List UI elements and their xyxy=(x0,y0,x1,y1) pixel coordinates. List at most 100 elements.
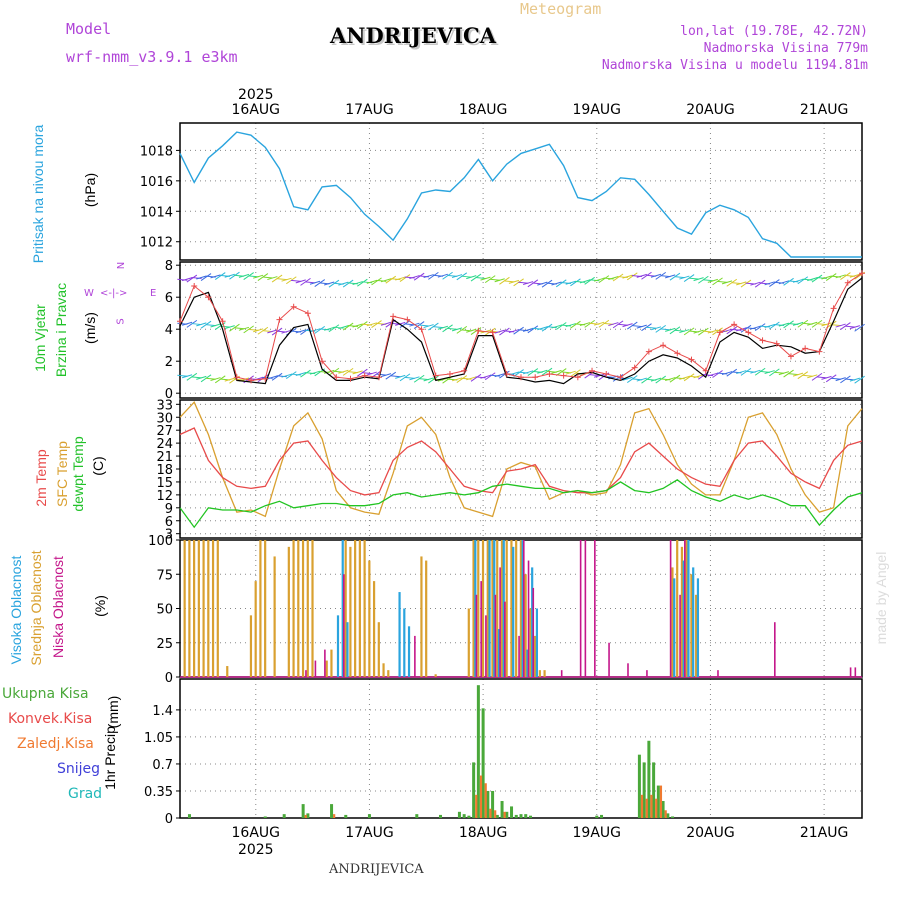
wind-arrow xyxy=(646,326,657,329)
wind-arrow xyxy=(295,329,306,334)
mid-cloud-bar xyxy=(690,574,693,677)
mid-cloud-bar xyxy=(510,540,513,677)
total-precip-bar xyxy=(656,785,660,818)
wind-arrow xyxy=(849,325,861,330)
mid-cloud-bar xyxy=(481,540,485,677)
meteogram-title: Meteogram xyxy=(520,0,602,18)
mid-cloud-bar xyxy=(363,540,366,677)
bottom-date-label: 20AUG xyxy=(686,825,735,841)
gust-marker xyxy=(745,329,752,336)
gust-marker xyxy=(461,367,468,374)
wind-arrow xyxy=(342,279,354,288)
wind-arrow xyxy=(570,278,581,287)
conv-precip-bar xyxy=(484,783,487,818)
wind-arrow xyxy=(522,327,534,332)
wind-arrow xyxy=(290,279,302,282)
panel-frame xyxy=(179,122,863,261)
high-cloud-bar xyxy=(531,567,534,677)
low-cloud-bar xyxy=(314,660,317,677)
wind-arrow xyxy=(797,319,809,328)
low-cloud-bar xyxy=(532,587,535,677)
ytick-label: 1018 xyxy=(140,144,173,159)
wind-arrow xyxy=(504,280,515,283)
gust-marker xyxy=(631,364,638,371)
mid-cloud-bar xyxy=(486,540,489,677)
ytick-label: 6 xyxy=(165,515,173,530)
wind-arrow xyxy=(570,320,581,329)
gust-marker xyxy=(418,326,425,333)
gust-marker xyxy=(731,321,738,328)
top-date-label: 20AUG xyxy=(686,102,735,118)
bottom-date-label: 17AUG xyxy=(345,825,394,841)
model-altitude-label: Nadmorska Visina u modelu 1194.81m xyxy=(601,58,868,73)
wind-arrow xyxy=(466,376,477,381)
wind-arrow xyxy=(366,371,377,376)
total-precip-bar xyxy=(415,814,419,818)
mid-cloud-bar xyxy=(543,670,546,677)
wind-arrow xyxy=(413,272,425,281)
mid-cloud-bar xyxy=(519,540,522,677)
wind-arrow xyxy=(210,274,221,279)
mid-cloud-bar xyxy=(297,540,300,677)
wind-arrow xyxy=(555,279,567,288)
total-precip-bar xyxy=(491,790,495,818)
wind-arrow xyxy=(433,326,444,329)
ytick-label: 12 xyxy=(156,489,173,504)
mid-cloud-bar xyxy=(264,540,267,677)
mid-cloud-bar xyxy=(358,540,361,677)
wind-arrow xyxy=(475,277,486,280)
wind-arrow xyxy=(357,278,368,287)
mid-cloud-bar xyxy=(377,622,380,677)
total-precip-bar xyxy=(661,801,665,818)
wind-arrow xyxy=(551,324,562,329)
conv-precip-bar xyxy=(650,794,653,818)
wind-arrow xyxy=(835,377,846,382)
wind-arrow xyxy=(537,369,548,374)
gust-marker xyxy=(432,372,439,379)
ytick-label: 75 xyxy=(156,568,173,583)
high-cloud-bar xyxy=(497,629,501,677)
wind-arrow xyxy=(840,272,851,280)
gust-marker xyxy=(802,345,809,352)
footer-station: ANDRIJEVICA xyxy=(329,862,424,877)
conv-precip-bar xyxy=(645,798,648,818)
wind-arrow xyxy=(196,375,207,380)
wind-arrow xyxy=(679,375,690,380)
wind-arrow xyxy=(253,274,264,279)
mid-cloud-bar xyxy=(207,540,210,677)
wind-arrow xyxy=(707,278,718,283)
wind-arrow xyxy=(267,276,278,281)
gust-marker xyxy=(347,375,354,382)
wind-arrow xyxy=(466,328,477,333)
conv-precip-bar xyxy=(659,785,663,818)
wind-arrow xyxy=(736,370,747,375)
gust-marker xyxy=(688,356,695,363)
wind-arrow xyxy=(385,275,397,284)
gust-marker xyxy=(290,303,297,310)
wind-arrow xyxy=(565,280,576,285)
wind-arrow xyxy=(679,275,690,280)
mid-cloud-bar xyxy=(344,540,347,677)
low-cloud-bar xyxy=(774,622,776,677)
gust-marker xyxy=(262,375,269,382)
wind-arrow xyxy=(764,370,775,375)
wind-arrow xyxy=(357,321,368,329)
ytick-label: 21 xyxy=(156,450,173,465)
wind-arrow xyxy=(821,375,832,380)
wind-arrow xyxy=(181,277,193,282)
low-cloud-bars xyxy=(305,540,857,677)
total-precip-bar xyxy=(514,814,518,818)
wind-arrow xyxy=(418,324,429,327)
compass-east: E xyxy=(150,288,157,299)
wind-arrow xyxy=(342,322,354,331)
model-label: Model xyxy=(66,20,112,38)
gust-marker xyxy=(361,372,368,379)
wind-arrow xyxy=(754,279,766,288)
wind-arrow xyxy=(627,272,638,281)
gust-marker xyxy=(304,310,311,317)
high-cloud-bar xyxy=(687,540,690,677)
mid-cloud-bar xyxy=(387,670,390,677)
wind-arrow xyxy=(409,275,420,280)
low-cloud-bar xyxy=(523,540,525,677)
